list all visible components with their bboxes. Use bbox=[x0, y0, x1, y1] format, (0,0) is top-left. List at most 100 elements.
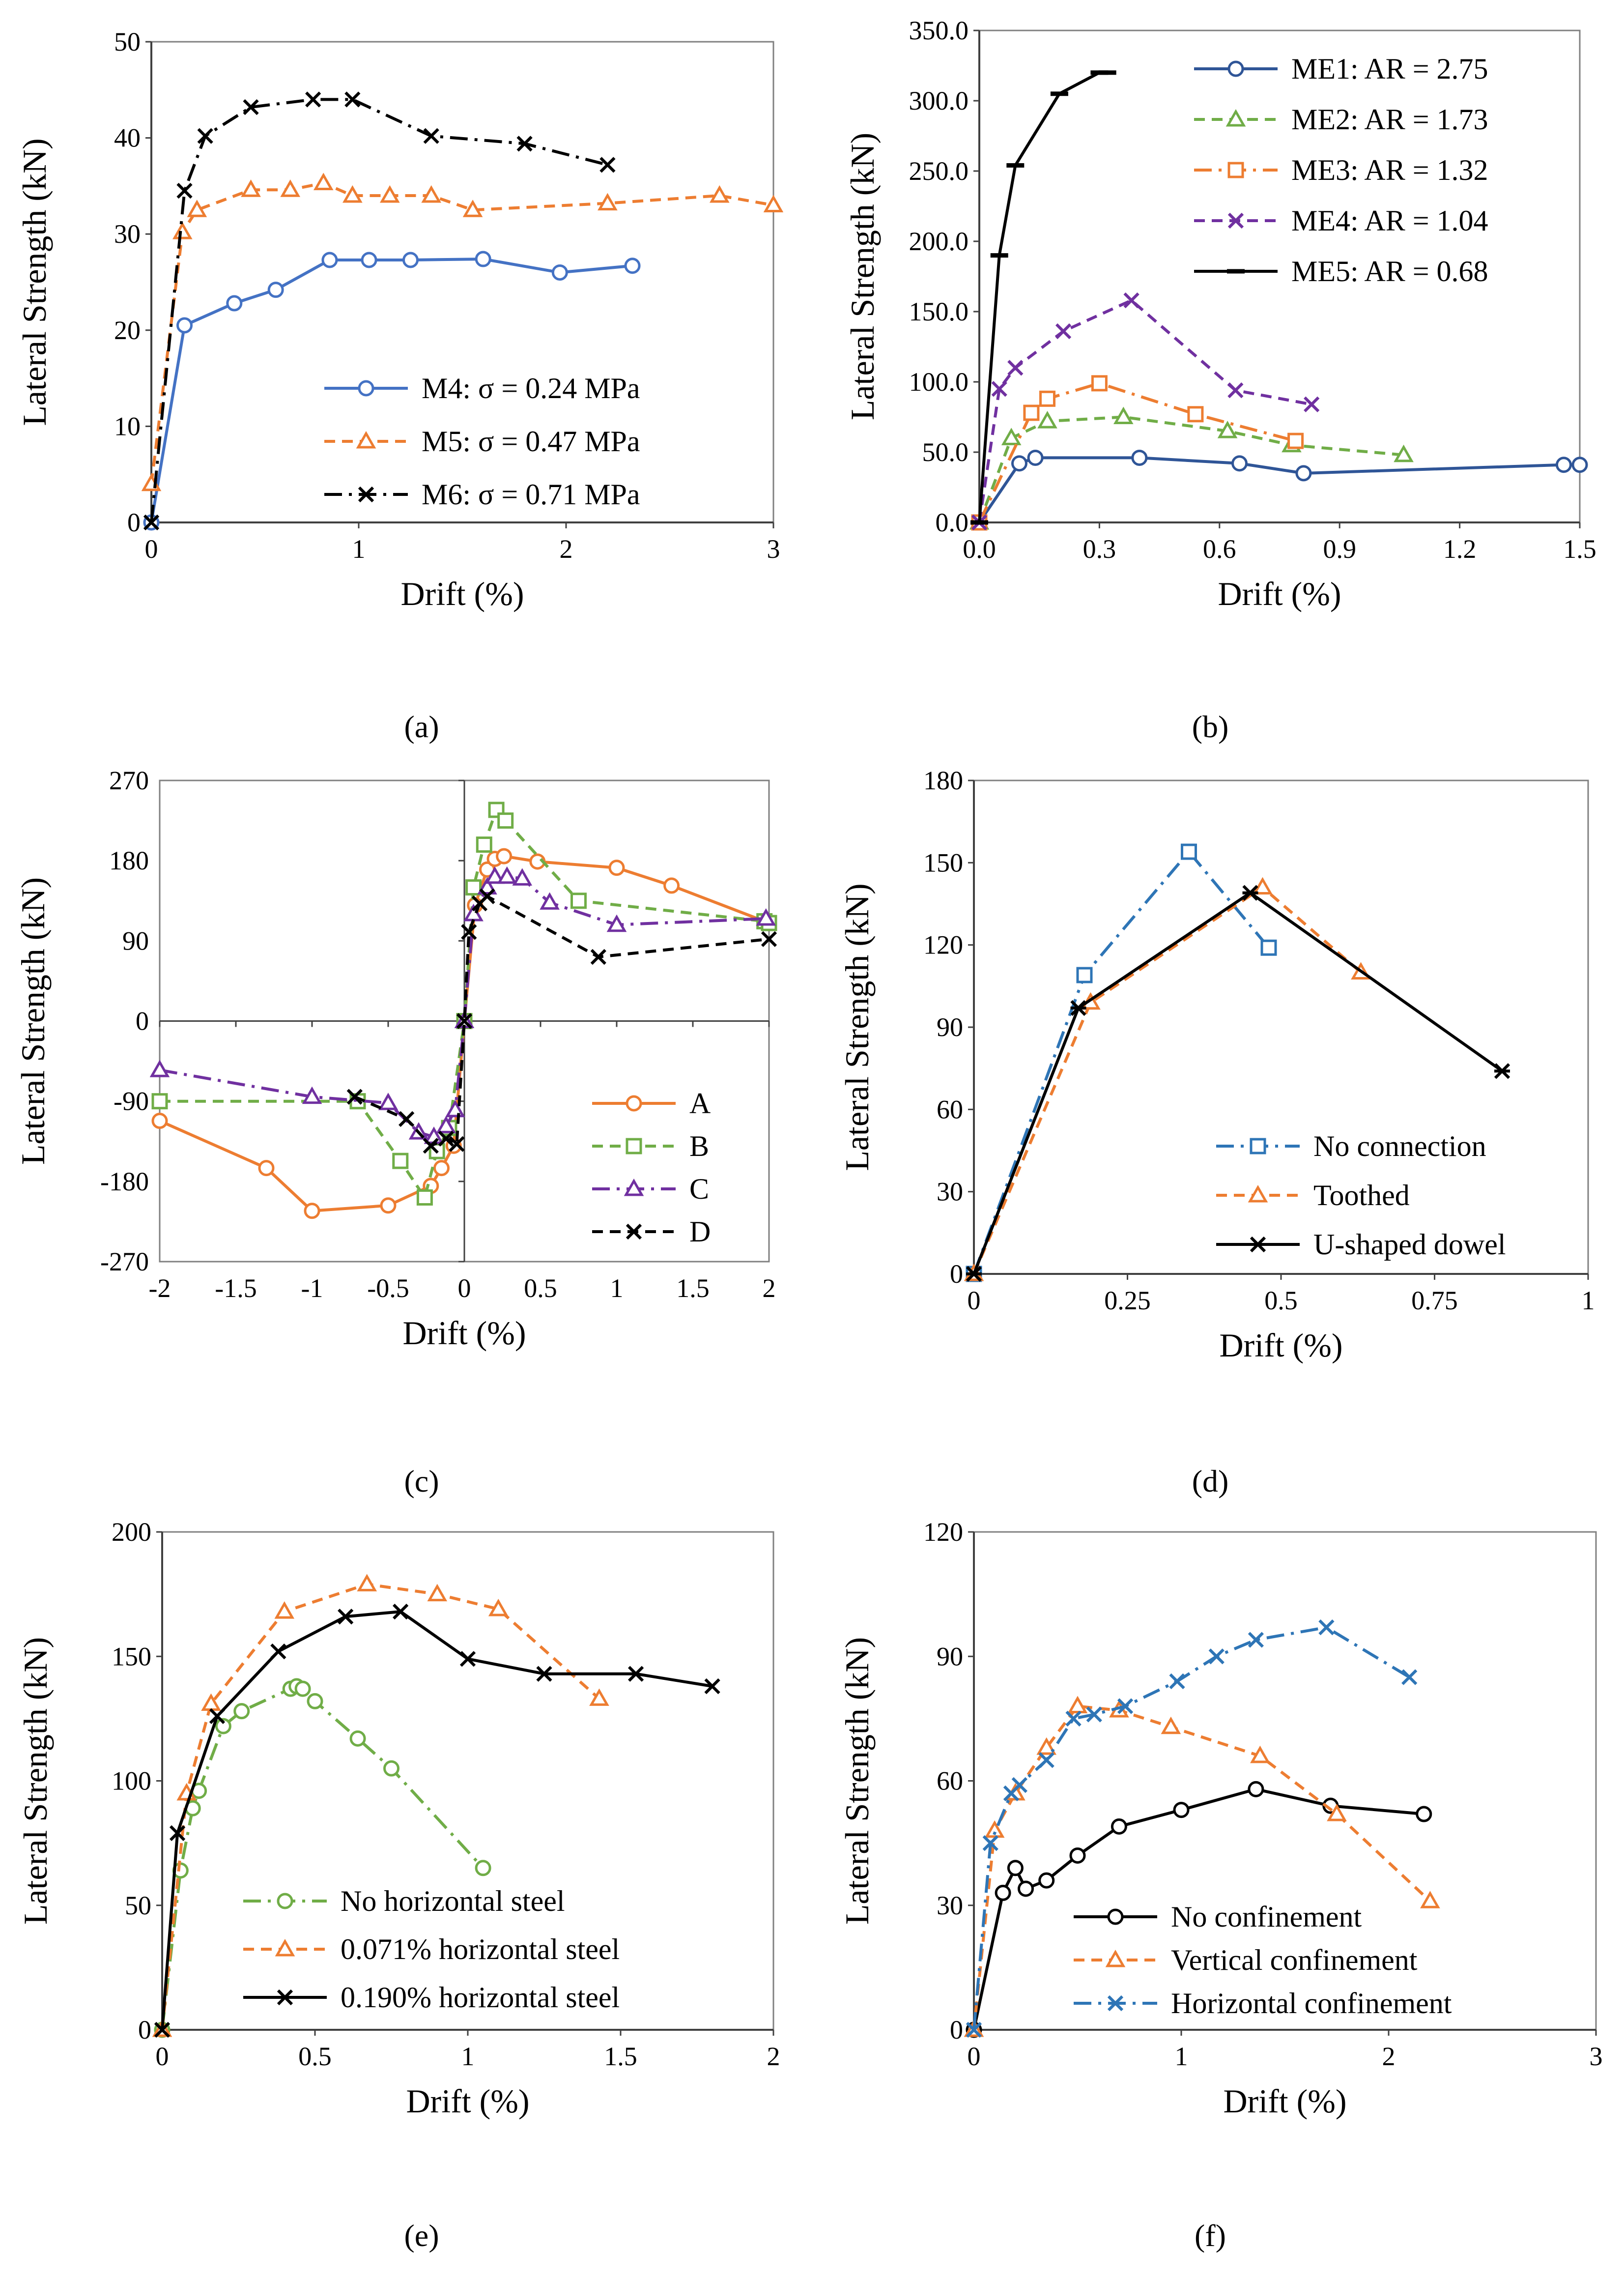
x-tick-label: 2 bbox=[763, 1273, 776, 1303]
panel-caption: (f) bbox=[1195, 2218, 1226, 2253]
data-point bbox=[197, 128, 213, 144]
x-axis-title: Drift (%) bbox=[406, 2082, 529, 2120]
data-point bbox=[761, 931, 777, 947]
y-tick-label: 10 bbox=[114, 411, 141, 441]
chart-panel-b: 0.0 0.3 0.6 0.9 1.2 1.5 0.0 50.0 100.0 150.0 200.0… bbox=[844, 16, 1596, 744]
y-tick-label: 0.0 bbox=[936, 508, 969, 537]
y-tick-label: 30 bbox=[114, 219, 141, 249]
series-4 bbox=[971, 292, 1320, 531]
x-tick-label: 0.9 bbox=[1323, 534, 1356, 564]
x-axis-title: Drift (%) bbox=[400, 575, 524, 612]
data-point bbox=[151, 1093, 168, 1110]
legend-marker bbox=[1248, 1184, 1268, 1203]
y-tick-label: 50 bbox=[125, 1891, 151, 1920]
legend-label: U-shaped dowel bbox=[1313, 1228, 1506, 1261]
data-point bbox=[423, 1138, 439, 1154]
data-point bbox=[1123, 292, 1140, 309]
data-point bbox=[624, 258, 641, 274]
data-point bbox=[1571, 457, 1588, 473]
series-line bbox=[978, 381, 1296, 523]
x-tick-label: 0.3 bbox=[1083, 534, 1116, 564]
data-point bbox=[267, 282, 284, 298]
data-point bbox=[459, 1651, 476, 1667]
data-point bbox=[449, 1136, 465, 1152]
data-point bbox=[991, 381, 1007, 397]
data-point bbox=[540, 892, 560, 910]
legend-marker bbox=[1107, 1908, 1124, 1925]
y-tick-label: 50.0 bbox=[922, 437, 969, 467]
x-tick-label: 1.5 bbox=[676, 1273, 710, 1303]
data-point bbox=[1287, 433, 1304, 449]
legend-marker bbox=[358, 380, 374, 397]
data-point bbox=[378, 1093, 399, 1110]
legend-marker bbox=[275, 1938, 295, 1957]
data-point bbox=[307, 1693, 323, 1709]
data-point bbox=[1304, 396, 1320, 412]
panel-caption: (e) bbox=[404, 2218, 439, 2253]
data-point bbox=[154, 2021, 171, 2038]
series-3 bbox=[154, 1603, 720, 2038]
data-point bbox=[1173, 1802, 1190, 1818]
data-point bbox=[477, 877, 497, 895]
chart-panel-e: 0 0.5 1 1.5 2 0 50 100 150 200 Drift (%) Lateral St… bbox=[17, 1517, 780, 2253]
data-point bbox=[1494, 1063, 1510, 1079]
y-tick-label: 200.0 bbox=[909, 227, 969, 256]
y-tick-label: 0 bbox=[127, 508, 141, 537]
x-axis-title: Drift (%) bbox=[1219, 1326, 1342, 1364]
legend-label: D bbox=[689, 1215, 711, 1248]
data-point bbox=[1401, 1669, 1418, 1685]
x-tick-label: 0.5 bbox=[524, 1273, 557, 1303]
data-point bbox=[663, 877, 680, 894]
legend-label: ME3: AR = 1.32 bbox=[1291, 154, 1488, 186]
y-axis-title: Lateral Strength (kN) bbox=[844, 133, 881, 420]
legend: No confinement Vertical confinement Horizo… bbox=[1074, 1901, 1452, 2019]
data-point bbox=[1038, 1752, 1054, 1768]
data-point bbox=[380, 1197, 397, 1214]
data-point bbox=[1181, 843, 1197, 860]
data-point bbox=[606, 914, 627, 932]
data-point bbox=[763, 195, 783, 213]
data-point bbox=[209, 1708, 226, 1724]
y-tick-label: -270 bbox=[100, 1247, 149, 1276]
legend-marker bbox=[624, 1178, 644, 1196]
data-point bbox=[1253, 877, 1273, 895]
data-point bbox=[1070, 1000, 1086, 1016]
series-5 bbox=[970, 70, 1116, 525]
legend-label: B bbox=[689, 1130, 709, 1162]
x-tick-label: 0.5 bbox=[1264, 1286, 1298, 1315]
data-point bbox=[383, 1760, 399, 1777]
data-point bbox=[349, 1730, 366, 1747]
data-point bbox=[176, 183, 193, 199]
x-tick-label: 1.2 bbox=[1443, 534, 1477, 564]
x-tick-label: 1 bbox=[610, 1273, 624, 1303]
x-tick-label: 1.5 bbox=[604, 2042, 637, 2071]
y-tick-label: 0 bbox=[950, 1259, 963, 1289]
data-point bbox=[1394, 444, 1414, 462]
data-point bbox=[305, 91, 321, 108]
data-point bbox=[1161, 1716, 1181, 1734]
data-point bbox=[1327, 1803, 1347, 1821]
data-point bbox=[1086, 1706, 1102, 1723]
data-point bbox=[1011, 1777, 1027, 1793]
data-point bbox=[982, 1835, 998, 1851]
x-tick-label: 2 bbox=[767, 2042, 780, 2071]
data-point bbox=[1069, 1847, 1086, 1864]
y-tick-label: -90 bbox=[114, 1087, 149, 1116]
data-point bbox=[479, 888, 495, 904]
y-tick-label: 350.0 bbox=[909, 16, 969, 45]
data-point bbox=[1011, 455, 1027, 472]
y-tick-label: 60 bbox=[937, 1095, 963, 1124]
legend-label: ME4: AR = 1.04 bbox=[1291, 204, 1488, 237]
legend-label: No confinement bbox=[1171, 1901, 1362, 1933]
y-tick-label: 90 bbox=[122, 926, 149, 955]
series-line bbox=[972, 886, 1362, 1275]
data-point bbox=[270, 1643, 286, 1660]
data-point bbox=[589, 1688, 609, 1706]
data-point bbox=[169, 1825, 186, 1841]
data-point bbox=[393, 1603, 409, 1620]
y-tick-label: 0 bbox=[950, 2015, 963, 2045]
series-line bbox=[160, 808, 770, 1199]
y-tick-label: 0 bbox=[138, 2015, 151, 2045]
legend-label: M4: σ = 0.24 MPa bbox=[422, 372, 640, 404]
